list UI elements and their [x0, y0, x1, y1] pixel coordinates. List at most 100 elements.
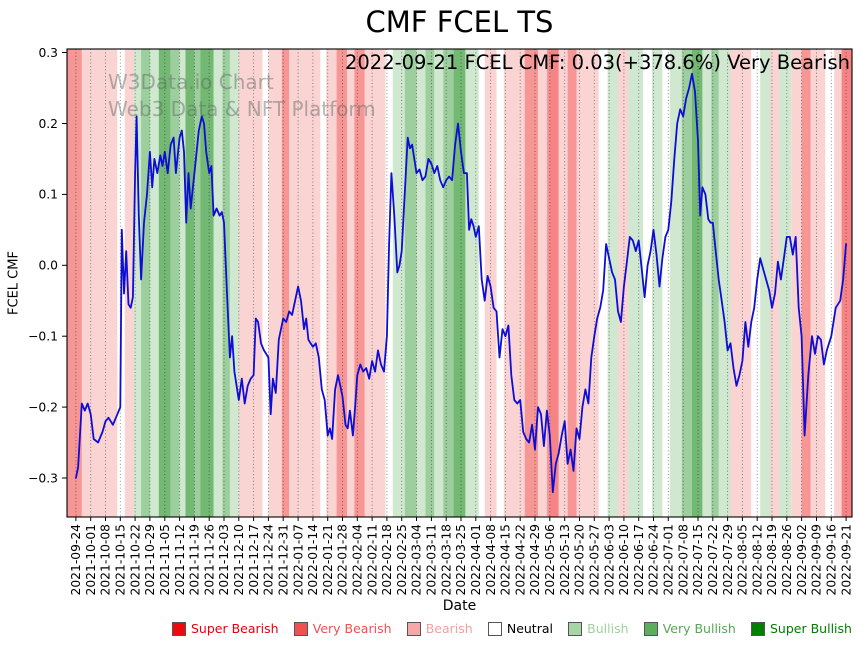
- sentiment-band-very-bullish: [443, 49, 454, 517]
- legend-item-very-bearish: Very Bearish: [293, 621, 392, 636]
- legend-label-bullish: Bullish: [587, 621, 629, 636]
- sentiment-band-very-bullish: [194, 49, 201, 517]
- sentiment-band-neutral: [643, 49, 652, 517]
- x-tick-label: 2021-10-08: [99, 524, 113, 595]
- x-tick-label: 2022-03-04: [410, 524, 424, 596]
- legend-swatch-very-bearish: [293, 621, 308, 636]
- sentiment-band-bearish: [730, 49, 752, 517]
- x-tick-label: 2021-10-29: [143, 524, 157, 595]
- sentiment-legend: Super Bearish Very Bearish Bearish Neutral B…: [172, 621, 852, 636]
- x-tick-label: 2021-11-12: [173, 524, 187, 595]
- x-tick-label: 2022-06-17: [632, 524, 646, 595]
- sentiment-band-bullish: [213, 49, 223, 517]
- sentiment-band-very-bearish: [336, 49, 347, 517]
- sentiment-band-bullish: [229, 49, 239, 517]
- sentiment-band-bullish: [760, 49, 771, 517]
- y-tick-label: −0.1: [28, 330, 58, 344]
- sentiment-band-very-bearish: [281, 49, 290, 517]
- legend-item-super-bearish: Super Bearish: [172, 621, 279, 636]
- sentiment-band-bearish: [124, 49, 134, 517]
- sentiment-band-super-bearish: [841, 49, 852, 517]
- sentiment-band-bearish: [576, 49, 599, 517]
- sentiment-band-bullish: [149, 49, 159, 517]
- x-tick-label: 2022-07-29: [721, 524, 735, 595]
- x-tick-label: 2021-12-31: [276, 524, 290, 595]
- legend-label-very-bullish: Very Bullish: [662, 621, 736, 636]
- sentiment-band-bearish: [289, 49, 321, 517]
- sentiment-band-bullish: [392, 49, 405, 517]
- sentiment-band-bearish: [791, 49, 802, 517]
- x-tick-label: 2021-10-01: [84, 524, 98, 595]
- x-tick-label: 2022-04-29: [528, 524, 542, 595]
- x-tick-label: 2021-12-17: [247, 524, 261, 595]
- y-tick-label: −0.3: [28, 471, 58, 485]
- sentiment-band-bearish: [770, 49, 780, 517]
- y-axis-label: FCEL CMF: [6, 251, 22, 315]
- sentiment-band-super-bullish: [158, 49, 171, 517]
- x-tick-label: 2022-09-02: [795, 524, 809, 595]
- x-tick-label: 2021-09-24: [69, 524, 83, 596]
- x-tick-label: 2022-04-01: [469, 524, 483, 595]
- legend-swatch-very-bullish: [643, 621, 658, 636]
- x-tick-label: 2022-06-24: [647, 524, 661, 596]
- sentiment-band-very-bearish: [67, 49, 82, 517]
- sentiment-band-super-bullish: [200, 49, 214, 517]
- x-tick-label: 2022-06-10: [617, 524, 631, 595]
- x-tick-label: 2022-08-12: [750, 524, 764, 595]
- legend-label-very-bearish: Very Bearish: [312, 621, 392, 636]
- x-tick-label: 2021-12-03: [217, 524, 231, 595]
- legend-swatch-bearish: [406, 621, 421, 636]
- sentiment-band-neutral: [662, 49, 669, 517]
- sentiment-band-bullish: [628, 49, 644, 517]
- sentiment-band-neutral: [497, 49, 504, 517]
- sentiment-band-very-bearish: [546, 49, 550, 517]
- sentiment-band-super-bearish: [549, 49, 559, 517]
- sentiment-band-very-bullish: [425, 49, 435, 517]
- sentiment-band-bearish: [326, 49, 337, 517]
- legend-item-bullish: Bullish: [568, 621, 629, 636]
- legend-label-neutral: Neutral: [506, 621, 553, 636]
- x-tick-label: 2022-08-26: [780, 524, 794, 596]
- x-tick-label: 2022-04-08: [484, 524, 498, 595]
- x-tick-label: 2022-07-01: [662, 524, 676, 595]
- x-tick-label: 2022-09-16: [825, 524, 839, 596]
- x-tick-label: 2022-02-25: [395, 524, 409, 595]
- x-tick-label: 2022-05-13: [558, 524, 572, 595]
- sentiment-band-bearish: [484, 49, 497, 517]
- sentiment-band-bullish: [416, 49, 426, 517]
- sentiment-band-bullish: [179, 49, 186, 517]
- x-tick-label: 2022-07-08: [676, 524, 690, 595]
- legend-swatch-super-bullish: [751, 621, 765, 636]
- sentiment-band-super-bullish: [185, 49, 195, 517]
- sentiment-band-bullish: [607, 49, 618, 517]
- x-tick-label: 2021-11-19: [188, 524, 202, 595]
- legend-swatch-neutral: [487, 621, 502, 636]
- sentiment-band-bearish: [558, 49, 568, 517]
- sentiment-band-bearish: [503, 49, 525, 517]
- x-tick-label: 2021-12-24: [262, 524, 276, 596]
- sentiment-band-bullish: [465, 49, 479, 517]
- sentiment-band-very-bullish: [170, 49, 180, 517]
- sentiment-band-super-bullish: [692, 49, 703, 517]
- x-tick-label: 2022-01-21: [321, 524, 335, 595]
- x-tick-label: 2022-03-18: [439, 524, 453, 595]
- x-tick-label: 2022-07-15: [691, 524, 705, 595]
- sentiment-band-bearish: [834, 49, 842, 517]
- x-tick-label: 2022-08-05: [736, 524, 750, 595]
- x-tick-label: 2022-09-21: [839, 524, 853, 595]
- sentiment-band-bullish: [669, 49, 682, 517]
- legend-swatch-bullish: [568, 621, 583, 636]
- legend-label-bearish: Bearish: [425, 621, 473, 636]
- sentiment-band-bearish: [364, 49, 386, 517]
- legend-item-super-bullish: Super Bullish: [751, 621, 852, 636]
- sentiment-band-very-bullish: [681, 49, 693, 517]
- sentiment-band-bullish: [434, 49, 444, 517]
- legend-item-very-bullish: Very Bullish: [643, 621, 736, 636]
- chart-title: CMF FCEL TS: [365, 5, 554, 39]
- sentiment-band-very-bullish: [404, 49, 417, 517]
- sentiment-band-very-bearish: [354, 49, 365, 517]
- x-tick-label: 2022-06-03: [602, 524, 616, 595]
- x-tick-label: 2022-02-04: [351, 524, 365, 596]
